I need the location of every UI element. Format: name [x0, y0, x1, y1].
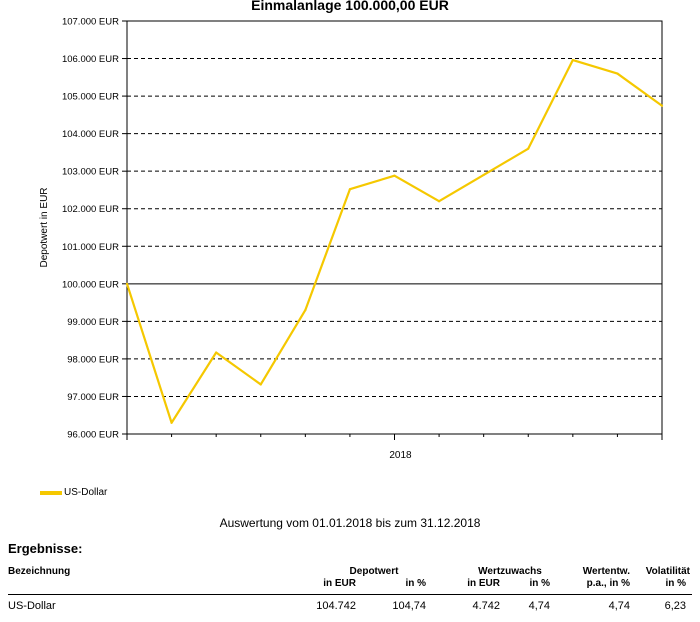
- row-volatilitaet: 6,23: [664, 600, 686, 612]
- y-tick-label: 96.000 EUR: [67, 430, 119, 441]
- header-depotwert-pct: in %: [405, 578, 426, 589]
- series-line: [125, 58, 663, 424]
- data-point: [437, 200, 441, 203]
- data-point: [571, 58, 574, 62]
- chart-title: Einmalanlage 100.000,00 EUR: [251, 0, 449, 13]
- line-chart: 96.000 EUR 97.000 EUR 98.000 EUR 99.000 EUR…: [39, 17, 664, 461]
- data-point: [170, 421, 173, 424]
- data-point: [660, 104, 664, 107]
- header-wertzuwachs-eur: in EUR: [467, 578, 500, 589]
- data-point: [348, 188, 352, 191]
- header-depotwert-eur: in EUR: [323, 578, 356, 589]
- y-axis-label: Depotwert in EUR: [39, 187, 50, 267]
- y-tick-label: 103.000 EUR: [62, 167, 119, 178]
- y-tick-label: 100.000 EUR: [62, 279, 119, 290]
- table-divider: [8, 594, 692, 595]
- legend: US-Dollar: [40, 487, 107, 498]
- row-wertzuwachs-pct: 4,74: [528, 600, 550, 612]
- row-depotwert-pct: 104,74: [392, 600, 426, 612]
- row-wertzuwachs-eur: 4.742: [472, 600, 500, 612]
- row-depotwert-eur: 104.742: [316, 600, 356, 612]
- legend-swatch: [40, 490, 62, 495]
- data-point: [215, 351, 218, 354]
- header-volatilitaet-pct: in %: [665, 578, 686, 589]
- y-tick-label: 105.000 EUR: [62, 92, 119, 103]
- header-wertzuwachs-pct: in %: [529, 578, 550, 589]
- row-wertentw: 4,74: [608, 600, 630, 612]
- header-wertzuwachs: Wertzuwachs: [478, 566, 542, 577]
- data-point: [393, 174, 396, 177]
- x-tick-label: 2018: [389, 450, 412, 461]
- data-point: [304, 309, 307, 312]
- y-tick-label: 102.000 EUR: [62, 204, 119, 215]
- plot-frame: [126, 20, 663, 435]
- y-tick-label: 98.000 EUR: [67, 354, 119, 365]
- header-depotwert: Depotwert: [349, 566, 399, 577]
- header-volatilitaet: Volatilität: [645, 566, 690, 577]
- y-tick-label: 104.000 EUR: [62, 129, 119, 140]
- header-wertentw-pa: p.a., in %: [586, 578, 630, 589]
- data-point: [259, 383, 262, 386]
- row-bezeichnung: US-Dollar: [8, 600, 56, 612]
- data-point: [482, 173, 485, 177]
- legend-label: US-Dollar: [64, 487, 108, 498]
- data-point: [125, 282, 129, 285]
- header-wertentw: Wertentw.: [582, 566, 630, 577]
- evaluation-period: Auswertung vom 01.01.2018 bis zum 31.12.…: [219, 516, 481, 530]
- data-point: [527, 147, 530, 150]
- y-tick-label: 106.000 EUR: [62, 54, 119, 65]
- y-tick-label: 101.000 EUR: [62, 242, 119, 253]
- header-bezeichnung: Bezeichnung: [8, 566, 71, 577]
- y-tick-label: 107.000 EUR: [62, 17, 119, 28]
- data-point: [616, 72, 619, 75]
- y-tick-label: 99.000 EUR: [67, 317, 119, 328]
- results-heading: Ergebnisse:: [8, 541, 83, 556]
- y-tick-label: 97.000 EUR: [67, 392, 119, 403]
